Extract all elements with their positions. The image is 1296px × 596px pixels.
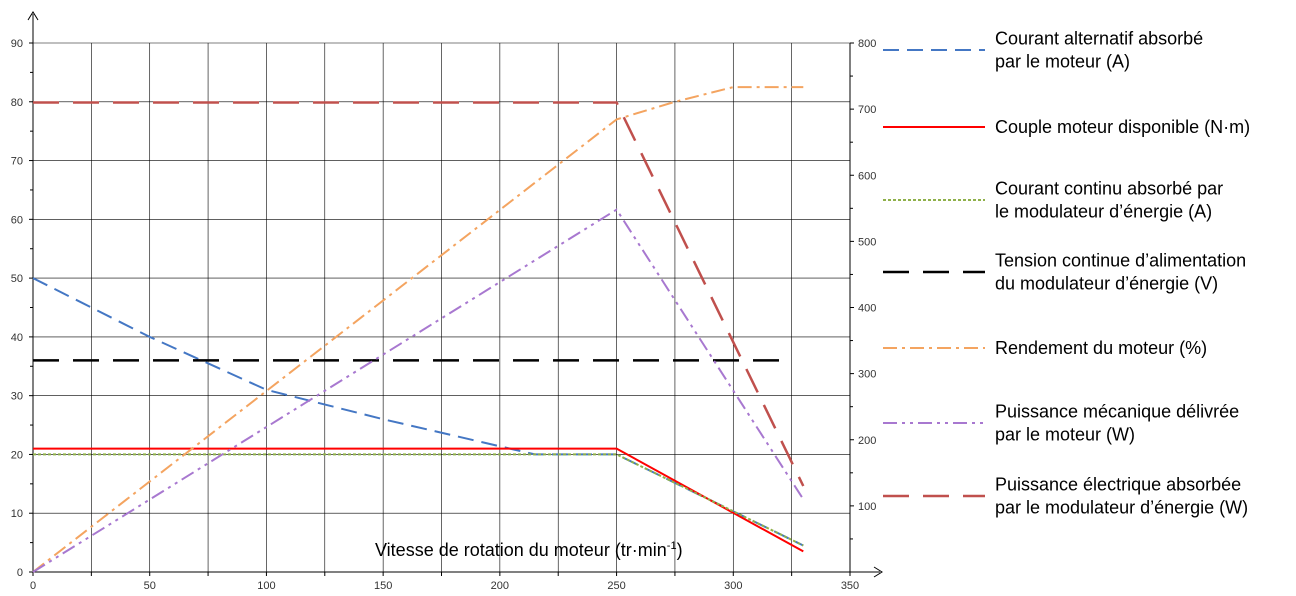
y-tick-label: 10 [11, 508, 23, 520]
y-right-tick-label: 100 [858, 501, 876, 513]
y-right-tick-label: 700 [858, 104, 876, 116]
y-tick-label: 0 [17, 567, 23, 579]
x-tick-label: 0 [30, 580, 36, 592]
x-axis-label-superscript: -1 [667, 540, 677, 552]
x-axis-label: Vitesse de rotation du moteur (tr·min-1) [375, 540, 683, 560]
legend-label-6: Puissance mécanique délivrée [995, 402, 1239, 422]
grid-lines [33, 42, 850, 572]
series-group [32, 86, 805, 573]
y-tick-label: 80 [11, 97, 23, 109]
y-right-tick-label: 800 [858, 38, 876, 50]
x-tick-label: 150 [374, 580, 392, 592]
x-axis-label-text: Vitesse de rotation du moteur (tr·min [375, 540, 667, 560]
y-tick-label: 90 [11, 38, 23, 50]
chart-axes [27, 11, 883, 578]
legend-label-3: Courant continu absorbé par [995, 179, 1223, 199]
legend-label-3: le modulateur d’énergie (A) [995, 202, 1212, 222]
legend-label-7: par le modulateur d’énergie (W) [995, 498, 1248, 518]
y-tick-label: 60 [11, 214, 23, 226]
x-axis-label-close: ) [677, 540, 683, 560]
x-tick-label: 350 [841, 580, 859, 592]
legend-label-1: Courant alternatif absorbé [995, 29, 1203, 49]
legend: Courant alternatif absorbé par le moteur … [883, 29, 1250, 518]
legend-label-4: Tension continue d’alimentation [995, 251, 1246, 271]
x-axis-arrow-icon [873, 566, 883, 578]
y-right-tick-label: 400 [858, 303, 876, 315]
series-line-5 [32, 86, 804, 573]
y-right-tick-label: 500 [858, 236, 876, 248]
y-right-tick-label: 300 [858, 369, 876, 381]
legend-label-1: par le moteur (A) [995, 52, 1130, 72]
y-tick-label: 50 [11, 273, 23, 285]
series-line-1 [32, 277, 804, 547]
legend-label-6: par le moteur (W) [995, 425, 1135, 445]
tick-labels: 0 50 100 150 200 250 300 350 0 10 20 30 40 50 60 70 80 90… [11, 38, 877, 592]
y-axis-arrow-icon [27, 11, 39, 21]
y-tick-label: 40 [11, 332, 23, 344]
series-line-7 [33, 101, 805, 487]
legend-label-2: Couple moteur disponible (N·m) [995, 117, 1250, 137]
x-tick-label: 50 [144, 580, 156, 592]
legend-label-4: du modulateur d’énergie (V) [995, 274, 1218, 294]
series-line-2 [33, 447, 804, 553]
y-tick-label: 30 [11, 391, 23, 403]
legend-label-7: Puissance électrique absorbée [995, 475, 1241, 495]
x-tick-label: 250 [607, 580, 625, 592]
x-tick-label: 300 [724, 580, 742, 592]
series-line-3 [33, 453, 804, 547]
y-tick-label: 70 [11, 156, 23, 168]
legend-label-5: Rendement du moteur (%) [995, 338, 1207, 358]
series-line-6 [32, 208, 805, 573]
y-tick-label: 20 [11, 449, 23, 461]
x-tick-label: 200 [491, 580, 509, 592]
y-right-tick-label: 600 [858, 170, 876, 182]
y-right-tick-label: 200 [858, 435, 876, 447]
x-tick-label: 100 [257, 580, 275, 592]
